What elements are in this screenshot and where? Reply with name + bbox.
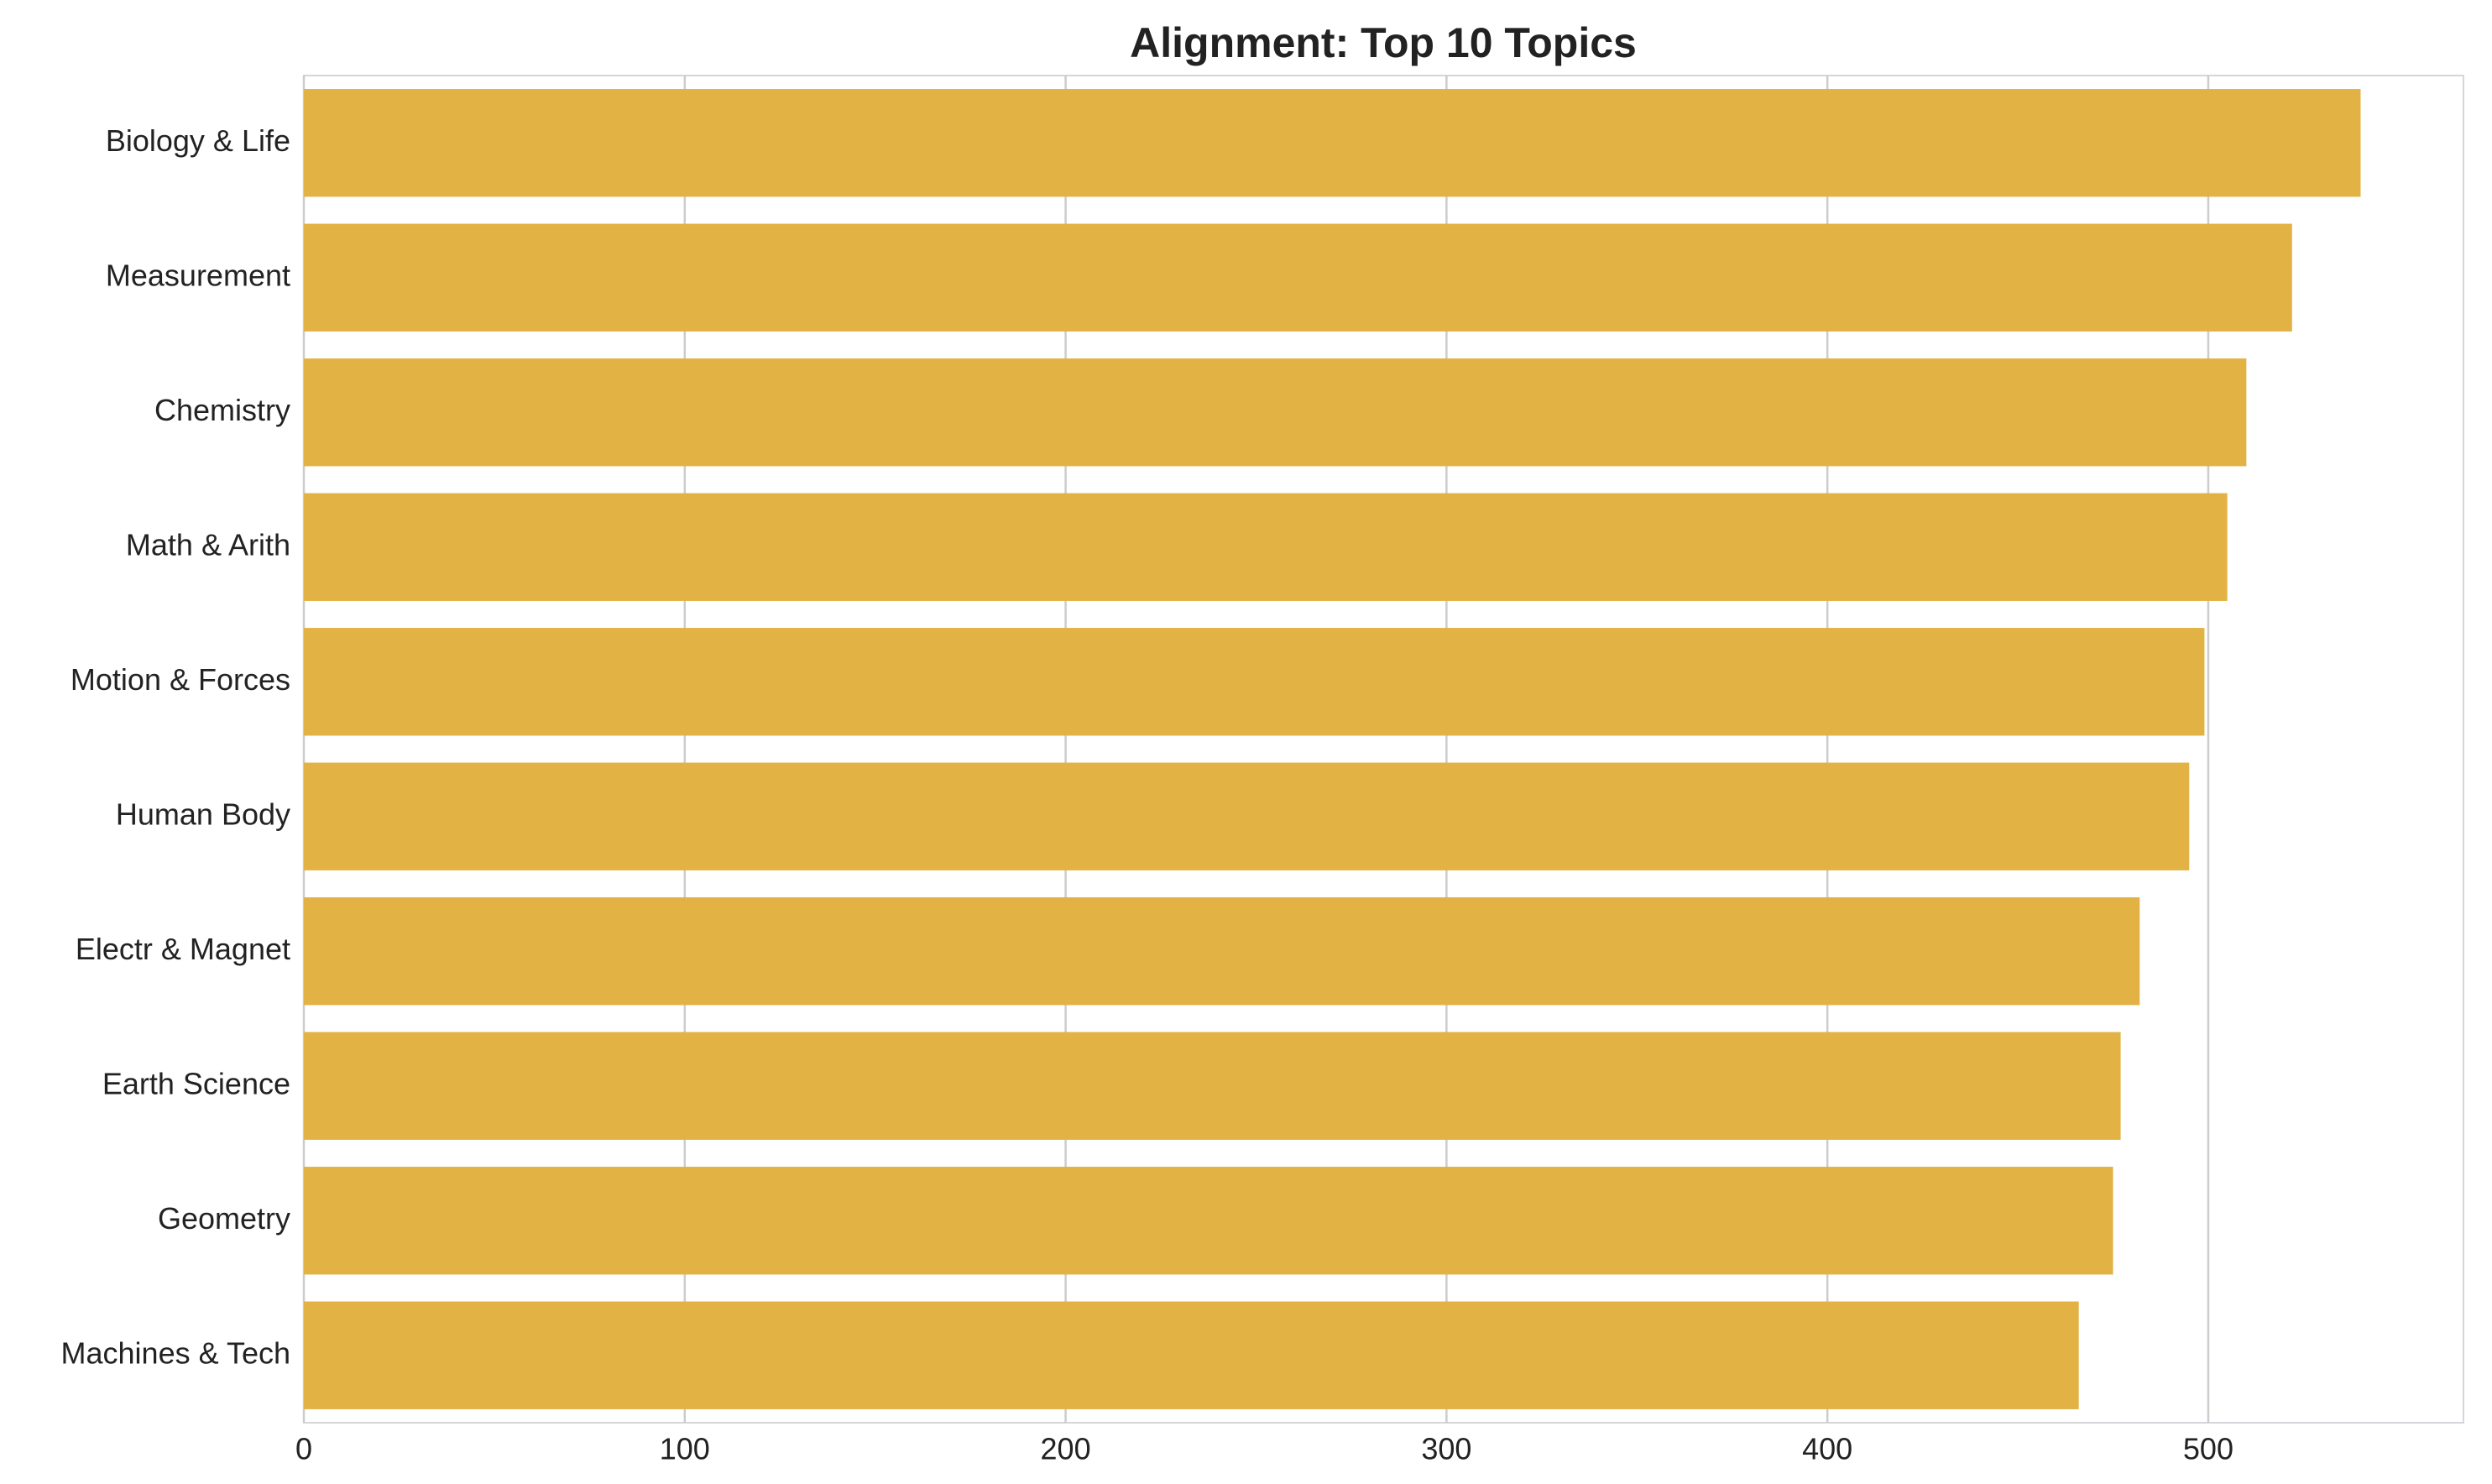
x-tick-label: 500 [2183, 1432, 2233, 1466]
y-tick-label: Chemistry [154, 393, 290, 427]
y-tick-label: Biology & Life [106, 123, 290, 158]
bar [304, 493, 2228, 601]
chart-title: Alignment: Top 10 Topics [1130, 19, 1637, 66]
bar [304, 897, 2140, 1006]
y-tick-label: Motion & Forces [71, 662, 290, 697]
bar [304, 762, 2190, 870]
y-tick-label: Measurement [106, 258, 290, 292]
bar [304, 358, 2247, 467]
x-tick-label: 400 [1802, 1432, 1852, 1466]
bar [304, 628, 2205, 736]
x-tick-label: 100 [660, 1432, 710, 1466]
y-tick-label: Math & Arith [126, 527, 290, 562]
x-tick-label: 200 [1041, 1432, 1091, 1466]
bar [304, 1032, 2121, 1140]
x-tick-label: 0 [295, 1432, 312, 1466]
y-tick-label: Machines & Tech [61, 1335, 290, 1370]
x-tick-label: 300 [1421, 1432, 1471, 1466]
y-tick-label: Geometry [158, 1201, 290, 1236]
bar [304, 1167, 2113, 1275]
bar [304, 1301, 2079, 1409]
y-tick-label: Electr & Magnet [76, 932, 290, 966]
bar [304, 89, 2361, 197]
y-tick-label: Human Body [116, 797, 290, 831]
y-tick-label: Earth Science [102, 1066, 290, 1100]
bar [304, 223, 2292, 332]
